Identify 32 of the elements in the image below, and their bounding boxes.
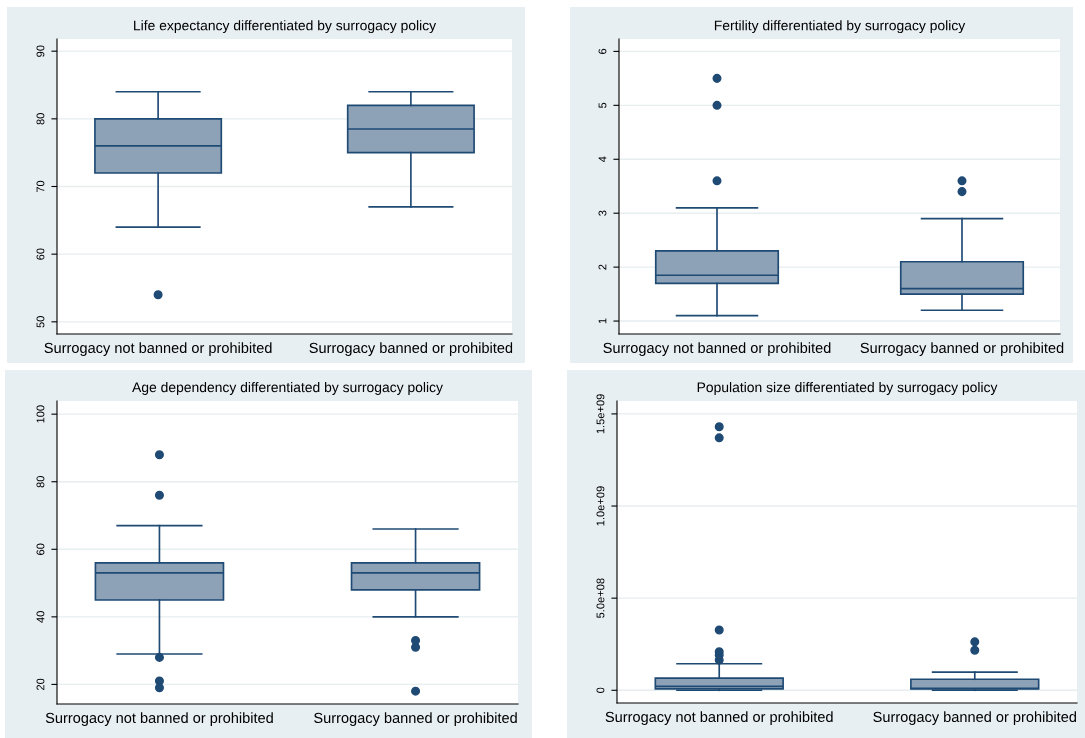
y-tick-label: 5.0e+08 <box>596 578 605 618</box>
y-tick-label: 1.5e+09 <box>596 394 605 434</box>
x-tick-label: Surrogacy not banned or prohibited <box>44 342 272 356</box>
chart-title: Population size differentiated by surrogacy policy <box>697 382 998 395</box>
y-tick-label: 80 <box>36 475 45 488</box>
y-tick-label: 20 <box>36 678 45 691</box>
y-tick-label: 40 <box>36 611 45 623</box>
y-tick-label: 80 <box>36 113 45 125</box>
y-tick-label: 1 <box>598 318 607 324</box>
y-tick-label: 3 <box>598 210 607 216</box>
x-tick-label: Surrogacy banned or prohibited <box>860 342 1064 356</box>
x-tick-label: Surrogacy not banned or prohibited <box>45 712 273 726</box>
y-tick-label: 2 <box>598 264 607 270</box>
y-tick-label: 5 <box>598 102 607 108</box>
y-tick-label: 70 <box>36 180 45 193</box>
y-tick-label: 90 <box>36 45 45 57</box>
y-tick-label: 60 <box>36 248 45 260</box>
y-tick-label: 6 <box>598 48 607 54</box>
x-tick-label: Surrogacy banned or prohibited <box>309 342 513 356</box>
x-tick-label: Surrogacy banned or prohibited <box>873 711 1076 725</box>
chart-title: Life expectancy differentiated by surrogacy policy <box>134 20 437 34</box>
chart-title: Fertility differentiated by surrogacy policy <box>714 20 966 34</box>
x-tick-label: Surrogacy not banned or prohibited <box>605 711 833 725</box>
y-tick-label: 100 <box>36 405 45 423</box>
y-tick-label: 4 <box>598 156 607 163</box>
y-tick-label: 50 <box>36 316 45 328</box>
y-tick-label: 1.0e+09 <box>596 486 605 526</box>
chart-title: Age dependency differentiated by surrogacy policy <box>132 381 443 395</box>
y-tick-label: 0 <box>596 687 605 693</box>
x-tick-label: Surrogacy not banned or prohibited <box>603 342 831 356</box>
x-tick-label: Surrogacy banned or prohibited <box>314 712 517 726</box>
y-tick-label: 60 <box>36 543 45 555</box>
